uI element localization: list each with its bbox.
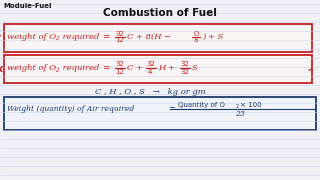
Text: 32: 32 <box>180 62 189 68</box>
Text: =: = <box>168 104 175 113</box>
Text: 32: 32 <box>116 30 124 37</box>
Text: 12: 12 <box>116 37 124 44</box>
Text: Module-Fuel: Module-Fuel <box>3 3 52 9</box>
Text: weight of O: weight of O <box>7 64 56 72</box>
Text: 32: 32 <box>116 62 124 68</box>
Text: × 100: × 100 <box>240 102 262 107</box>
Text: required: required <box>60 33 100 41</box>
Text: 32: 32 <box>147 62 156 68</box>
Text: Weight (quantity) of Air required: Weight (quantity) of Air required <box>7 105 134 112</box>
Text: C +: C + <box>127 64 143 72</box>
Text: =: = <box>102 33 109 42</box>
Text: H +: H + <box>158 64 175 72</box>
Text: Combustion of Fuel: Combustion of Fuel <box>103 8 217 18</box>
Text: 12: 12 <box>116 69 124 75</box>
Text: ✓: ✓ <box>307 64 315 74</box>
Text: 4: 4 <box>148 69 152 75</box>
Text: 8: 8 <box>194 37 198 44</box>
Text: =: = <box>102 64 109 73</box>
Text: weight of O: weight of O <box>7 33 56 41</box>
Text: 2: 2 <box>56 37 60 42</box>
Bar <box>4 24 312 52</box>
Text: required: required <box>60 64 100 72</box>
Text: S: S <box>192 64 198 72</box>
Text: 32: 32 <box>180 69 189 75</box>
Text: C , H , O , S   →   kg or gm: C , H , O , S → kg or gm <box>95 88 205 96</box>
Text: 2: 2 <box>236 103 239 109</box>
Text: C + 8(H −: C + 8(H − <box>127 33 171 41</box>
Text: 2: 2 <box>56 68 60 73</box>
Text: 23: 23 <box>235 110 245 118</box>
Text: x: x <box>0 64 3 74</box>
Bar <box>4 55 312 83</box>
Text: ✓: ✓ <box>0 33 3 43</box>
Bar <box>4 97 316 130</box>
Text: Quantity of O: Quantity of O <box>178 102 225 107</box>
Text: O: O <box>193 30 199 37</box>
Text: ) + S: ) + S <box>202 33 223 41</box>
